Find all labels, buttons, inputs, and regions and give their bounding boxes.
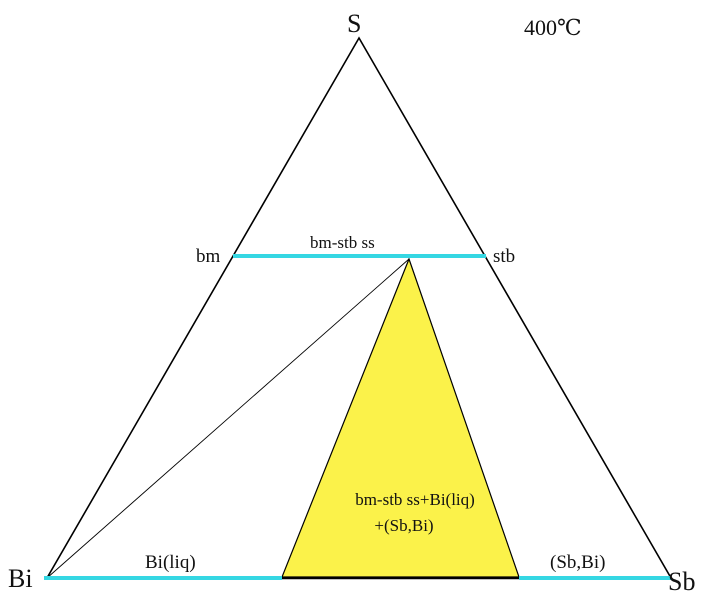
three-phase-label-line1: bm-stb ss+Bi(liq) [355, 490, 475, 509]
vertex-label-bi: Bi [8, 564, 33, 591]
vertex-label-sb: Sb [668, 567, 695, 591]
temperature-label: 400℃ [524, 15, 582, 40]
three-phase-label-line2: +(Sb,Bi) [374, 516, 433, 535]
phase-label-bm-stb-ss: bm-stb ss [310, 233, 375, 252]
phase-label-bm: bm [196, 246, 221, 267]
tie-line-ss-bi [46, 258, 410, 579]
vertex-label-s: S [347, 9, 361, 38]
phase-label-sb-bi: (Sb,Bi) [550, 552, 605, 573]
phase-label-stb: stb [493, 246, 515, 267]
phase-label-bi-liq: Bi(liq) [145, 552, 196, 573]
